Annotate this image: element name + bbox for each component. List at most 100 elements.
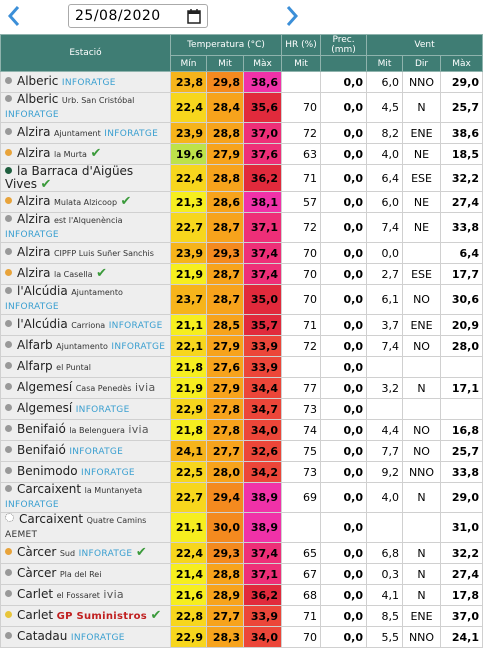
network-tag: ivia	[103, 588, 124, 601]
value-cell: 17,7	[440, 263, 484, 285]
value-cell: NO	[402, 335, 442, 357]
value-cell: 71	[281, 605, 322, 627]
value-cell: 30,0	[206, 512, 244, 543]
status-dot	[5, 611, 12, 618]
network-tag: INFORATGE	[104, 128, 159, 139]
station-cell: Benifaió la Belenguera ivia	[0, 419, 171, 441]
network-tag: INFORATGE	[75, 404, 130, 415]
value-cell: 73	[281, 398, 322, 420]
date-picker[interactable]: 25/08/2020	[68, 4, 208, 28]
station-name: Benimodo	[17, 463, 78, 478]
station-row: Alzira Mulata Alzicoop ✔ 21,3 28,6 38,1 57 0,…	[0, 191, 484, 213]
value-cell: 27,9	[206, 377, 244, 399]
value-cell: 0,0	[320, 164, 368, 192]
next-day[interactable]	[284, 4, 300, 28]
status-dot	[5, 362, 12, 369]
value-cell: 28,8	[206, 122, 244, 144]
value-cell: 38,6	[242, 71, 283, 93]
value-cell: 74	[281, 419, 322, 441]
value-cell: ENE	[402, 605, 442, 627]
value-cell: 71	[281, 314, 322, 336]
value-cell: NE	[402, 191, 442, 213]
calendar-icon[interactable]	[187, 9, 201, 24]
status-dot	[5, 466, 12, 474]
verified-check: ✔	[150, 608, 162, 623]
value-cell: 38,9	[242, 512, 283, 543]
value-cell: N	[402, 584, 442, 606]
prev-day[interactable]	[6, 4, 22, 28]
value-cell: 3,7	[366, 314, 404, 336]
value-cell: 27,7	[206, 440, 244, 462]
status-dot	[5, 340, 12, 348]
value-cell: 35,6	[242, 92, 283, 123]
status-dot	[5, 149, 12, 156]
value-cell: 33,8	[440, 212, 484, 243]
station-cell: Alfarp el Puntal	[0, 356, 171, 378]
value-cell: 33,9	[242, 356, 283, 378]
value-cell: 24,1	[440, 626, 484, 648]
header-station: Estació	[0, 34, 171, 72]
value-cell: 73	[281, 461, 322, 483]
value-cell: 34,7	[242, 398, 283, 420]
station-name: Catadau	[17, 628, 68, 643]
value-cell: 31,0	[440, 512, 484, 543]
station-row: Alzira la Murta ✔ 19,6 27,9 37,6 63 0,0 4,0 NE 1…	[0, 143, 484, 165]
network-tag: INFORATGE	[69, 446, 124, 457]
value-cell	[281, 512, 322, 543]
value-cell: 0,0	[320, 482, 368, 513]
value-cell: 4,0	[366, 143, 404, 165]
value-cell: NE	[402, 212, 442, 243]
station-cell: Alzira est l'Alquenència INFORATGE	[0, 212, 171, 243]
header-humidity: HR (%)	[281, 34, 322, 56]
value-cell: 32,2	[440, 164, 484, 192]
value-cell: 77	[281, 377, 322, 399]
value-cell: 0,0	[320, 71, 368, 93]
station-cell: Alzira Ajuntament INFORATGE	[0, 122, 171, 144]
value-cell: 21,8	[170, 419, 207, 441]
value-cell: 6,8	[366, 542, 404, 564]
value-cell: 0,0	[320, 605, 368, 627]
value-cell: 38,6	[440, 122, 484, 144]
value-cell: 67	[281, 563, 322, 585]
station-row: Benifaió la Belenguera ivia 21,8 27,8 34,0 7…	[0, 419, 484, 441]
status-dot	[5, 631, 12, 639]
value-cell: 0,0	[320, 461, 368, 483]
verified-check: ✔	[135, 544, 147, 560]
station-name: Algemesí	[17, 380, 73, 394]
value-cell: 0,0	[320, 191, 368, 213]
subheader: Mín	[170, 55, 207, 72]
subheader: Mit	[366, 55, 404, 72]
station-row: Carlet el Fossaret ivia 21,6 28,9 36,2 68 0,0…	[0, 584, 484, 606]
network-tag: INFORATGE	[81, 467, 135, 478]
station-location: la Casella	[53, 270, 93, 279]
subheader: Màx	[242, 55, 283, 72]
station-location: la Belenguera	[69, 426, 125, 435]
value-cell: N	[402, 563, 442, 585]
header-wind: Vent	[366, 34, 484, 56]
value-cell: NNO	[402, 71, 442, 93]
status-dot	[5, 215, 12, 222]
value-cell: 70	[281, 626, 322, 648]
value-cell: 24,1	[170, 440, 207, 462]
verified-check: ✔	[90, 146, 102, 161]
value-cell: 22,8	[170, 605, 207, 627]
value-cell: 69	[281, 482, 322, 513]
value-cell: 71	[281, 164, 322, 192]
value-cell: 28,7	[206, 212, 244, 243]
status-dot	[5, 95, 12, 102]
value-cell: 27,6	[206, 356, 244, 378]
value-cell: 18,5	[440, 143, 484, 165]
station-name: Alzira	[17, 124, 51, 139]
station-location: Ajuntamento	[56, 341, 108, 351]
station-name: Càrcer	[17, 566, 57, 580]
value-cell: 21,8	[170, 356, 207, 378]
subheader: Màx	[440, 55, 484, 72]
value-cell: 4,4	[366, 419, 404, 441]
value-cell: NO	[402, 419, 442, 441]
station-location: Ajuntament	[53, 128, 101, 138]
network-tag: ivia	[134, 381, 156, 394]
station-row: Alfarp el Puntal 21,8 27,6 33,9 0,0	[0, 356, 484, 378]
value-cell: 4,0	[366, 482, 404, 513]
value-cell	[281, 356, 322, 378]
